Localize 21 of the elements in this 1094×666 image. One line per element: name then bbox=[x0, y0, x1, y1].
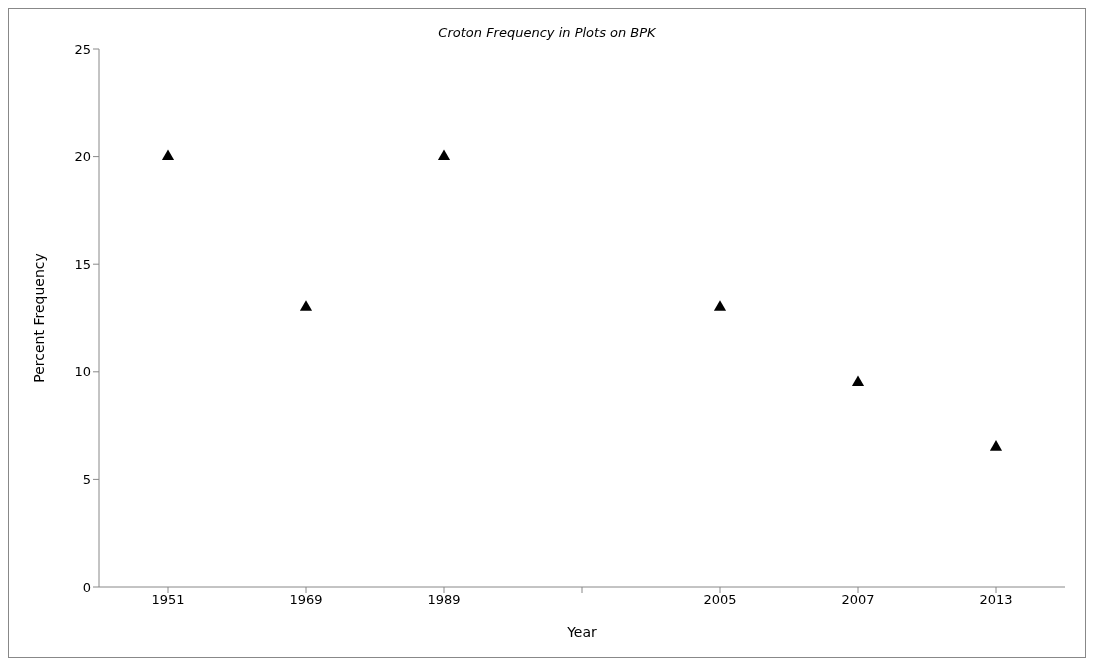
y-tick-label: 25 bbox=[74, 41, 91, 57]
point bbox=[989, 440, 1003, 451]
y-tick-label: 10 bbox=[74, 364, 91, 380]
x-tick-label: 1951 bbox=[151, 592, 185, 608]
y-axis-title: Percent Frequency bbox=[30, 253, 47, 383]
y-tick-label: 20 bbox=[74, 149, 91, 165]
point bbox=[299, 300, 313, 311]
point bbox=[851, 375, 865, 387]
x-tick-label: 1969 bbox=[289, 592, 323, 608]
y-tick-label: 0 bbox=[82, 579, 91, 595]
x-axis-title: Year bbox=[566, 624, 598, 640]
point bbox=[437, 149, 451, 161]
chart-title: Croton Frequency in Plots on BPK bbox=[437, 25, 657, 40]
x-tick-label: 2005 bbox=[703, 592, 737, 608]
y-tick-label: 15 bbox=[74, 256, 91, 272]
point bbox=[713, 300, 727, 311]
x-tick-label: 2007 bbox=[841, 592, 875, 608]
x-tick-label: 1989 bbox=[427, 592, 461, 608]
point bbox=[161, 149, 175, 161]
y-tick-label: 5 bbox=[82, 472, 91, 488]
x-tick-label: 2013 bbox=[979, 592, 1013, 608]
